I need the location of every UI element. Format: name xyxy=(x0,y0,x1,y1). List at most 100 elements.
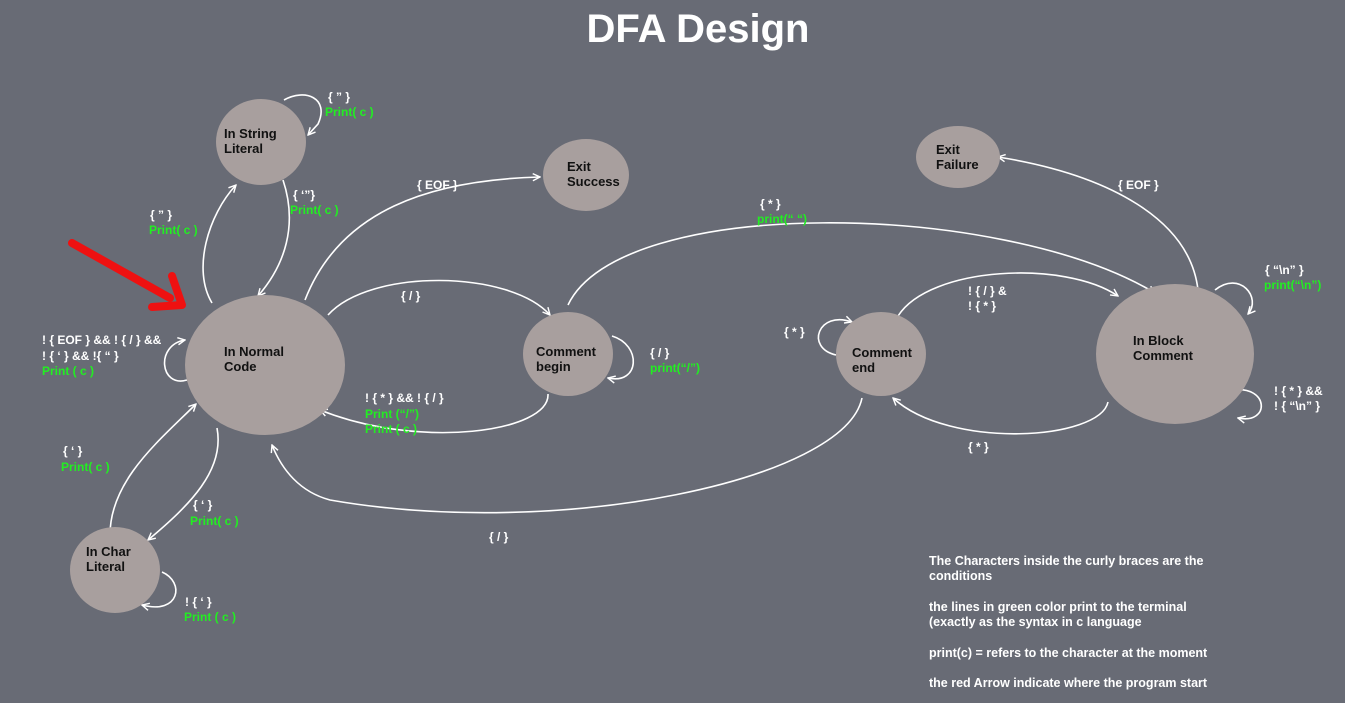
state-label-line: begin xyxy=(536,359,571,374)
state-in-char-literal: In Char Literal xyxy=(70,527,160,613)
start-arrow xyxy=(68,239,186,311)
edge-comment-end-self xyxy=(817,320,852,356)
state-label-line: Code xyxy=(224,359,257,374)
label-comment-end-self: { * } xyxy=(784,325,805,339)
edge-comment-begin-self xyxy=(608,335,635,379)
condition-text: { ” } xyxy=(150,208,172,222)
condition-text: { * } xyxy=(968,440,989,454)
action-text: Print (“/”) xyxy=(365,407,419,421)
edge-char-to-normal xyxy=(109,404,196,536)
note-line: print(c) = refers to the character at th… xyxy=(929,646,1208,660)
label-string-self: { ” } Print( c ) xyxy=(325,90,374,119)
condition-text: { / } xyxy=(650,346,670,360)
condition-text: ! { * } && ! { / } xyxy=(365,391,444,405)
action-text: Print( c ) xyxy=(325,105,374,119)
transition-labels: ! { EOF } && ! { / } && ! { ‘ } && !{ “ … xyxy=(42,90,1323,624)
condition-text: ! { * } && xyxy=(1274,384,1323,398)
condition-text: { “\n” } xyxy=(1265,263,1304,277)
edge-string-to-normal xyxy=(258,179,291,296)
label-block-self-other: ! { * } && ! { “\n” } xyxy=(1274,384,1323,413)
condition-text: { EOF } xyxy=(417,178,458,192)
edge-normal-to-char xyxy=(148,427,219,540)
action-text: print(“ “) xyxy=(757,212,807,226)
state-label-line: Comment xyxy=(1133,348,1194,363)
state-exit-failure: Exit Failure xyxy=(916,126,1000,188)
action-text: Print ( c ) xyxy=(365,422,417,436)
state-in-block-comment: In Block Comment xyxy=(1096,284,1254,424)
edge-block-to-comment-end xyxy=(893,398,1109,435)
note-line: the red Arrow indicate where the program… xyxy=(929,676,1208,690)
legend-notes: The Characters inside the curly braces a… xyxy=(929,554,1208,690)
state-label-line: Comment xyxy=(536,344,597,359)
state-label-line: end xyxy=(852,360,875,375)
condition-text: { / } xyxy=(489,530,509,544)
condition-text: { ‘ } xyxy=(63,444,83,458)
action-text: Print( c ) xyxy=(190,514,239,528)
page-title: DFA Design xyxy=(587,7,810,51)
edge-block-to-failure xyxy=(998,157,1199,291)
action-text: Print ( c ) xyxy=(184,610,236,624)
state-label-line: In Block xyxy=(1133,333,1184,348)
state-in-string-literal: In String Literal xyxy=(216,99,306,185)
action-text: print(“\n”) xyxy=(1264,278,1321,292)
condition-text: { ” } xyxy=(328,90,350,104)
condition-text: { * } xyxy=(784,325,805,339)
state-in-normal-code: In Normal Code xyxy=(185,295,345,435)
label-normal-to-comment-begin: { / } xyxy=(401,289,421,303)
state-exit-success: Exit Success xyxy=(543,139,629,211)
condition-text: ! { EOF } && ! { / } && xyxy=(42,333,162,347)
state-label-line: In Normal xyxy=(224,344,284,359)
condition-text: ! { / } & xyxy=(968,284,1007,298)
action-text: Print ( c ) xyxy=(42,364,94,378)
transition-edges xyxy=(109,94,1263,607)
state-label-line: Literal xyxy=(224,141,263,156)
edge-normal-self xyxy=(163,340,188,382)
action-text: Print( c ) xyxy=(61,460,110,474)
state-comment-end: Comment end xyxy=(836,312,926,396)
edge-string-self xyxy=(283,94,322,135)
condition-text: { ‘”} xyxy=(293,188,315,202)
label-comment-begin-self: { / } print(“/”) xyxy=(650,346,700,375)
state-label-line: Exit xyxy=(567,159,592,174)
edge-comment-end-to-normal xyxy=(272,397,863,514)
edge-comment-end-to-block xyxy=(897,272,1118,317)
action-text: print(“/”) xyxy=(650,361,700,375)
action-text: Print( c ) xyxy=(149,223,198,237)
state-label-line: Exit xyxy=(936,142,961,157)
note-line: the lines in green color print to the te… xyxy=(929,600,1187,614)
note-line: The Characters inside the curly braces a… xyxy=(929,554,1203,568)
condition-text: ! { ‘ } xyxy=(185,595,212,609)
label-string-to-normal: { ‘”} Print( c ) xyxy=(290,188,339,217)
edge-comment-begin-to-block xyxy=(567,222,1155,306)
label-block-to-failure: { EOF } xyxy=(1118,178,1159,192)
edge-block-self-newline xyxy=(1214,282,1252,314)
edge-normal-to-comment-begin xyxy=(327,279,550,315)
edge-comment-begin-to-normal xyxy=(320,393,549,434)
state-comment-begin: Comment begin xyxy=(523,312,613,396)
label-comment-end-to-normal: { / } xyxy=(489,530,509,544)
action-text: Print( c ) xyxy=(290,203,339,217)
condition-text: { EOF } xyxy=(1118,178,1159,192)
state-label-line: Literal xyxy=(86,559,125,574)
note-line: conditions xyxy=(929,569,992,583)
label-normal-self: ! { EOF } && ! { / } && ! { ‘ } && !{ “ … xyxy=(42,333,162,378)
label-normal-to-char: { ‘ } Print( c ) xyxy=(190,498,239,528)
condition-text: ! { * } xyxy=(968,299,996,313)
note-line: (exactly as the syntax in c language xyxy=(929,615,1142,629)
condition-text: { * } xyxy=(760,197,781,211)
state-label-line: In String xyxy=(224,126,277,141)
label-comment-begin-to-block: { * } print(“ “) xyxy=(757,197,807,226)
label-normal-to-success: { EOF } xyxy=(417,178,458,192)
label-block-self-newline: { “\n” } print(“\n”) xyxy=(1264,263,1321,292)
condition-text: { ‘ } xyxy=(193,498,213,512)
label-normal-to-string: { ” } Print( c ) xyxy=(149,208,198,237)
edge-normal-to-success xyxy=(304,177,540,301)
label-comment-end-to-block: ! { / } & ! { * } xyxy=(968,284,1007,313)
condition-text: ! { “\n” } xyxy=(1274,399,1320,413)
state-label-line: Failure xyxy=(936,157,979,172)
edge-char-self xyxy=(142,571,177,607)
edge-normal-to-string xyxy=(202,185,236,304)
condition-text: { / } xyxy=(401,289,421,303)
label-char-self: ! { ‘ } Print ( c ) xyxy=(184,595,236,624)
